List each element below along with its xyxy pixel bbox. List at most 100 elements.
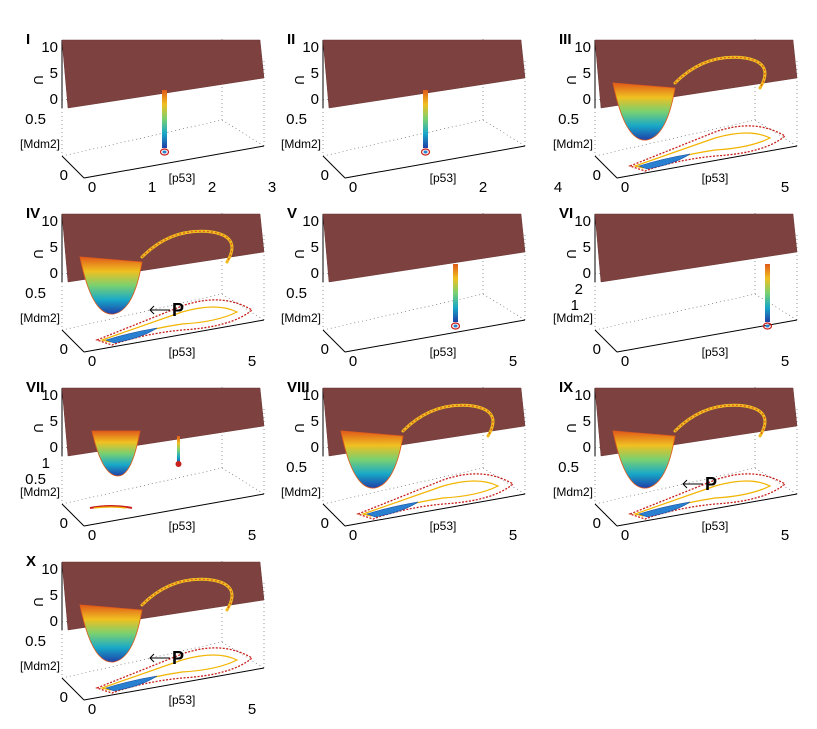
y-axis-line xyxy=(61,155,85,179)
z-axis-label: U xyxy=(292,249,307,258)
box-floor-back xyxy=(61,641,265,679)
z-tick-label: 0 xyxy=(50,439,58,456)
contour-outer xyxy=(95,299,254,346)
well-contour xyxy=(762,322,773,330)
narrow-well xyxy=(423,90,428,148)
x-tick-label: 5 xyxy=(248,527,256,544)
marker-arrow-head xyxy=(682,479,688,489)
y-axis-label: [Mdm2] xyxy=(553,311,593,325)
marker-label: P xyxy=(172,648,184,668)
ridge-valley-rim xyxy=(141,578,233,611)
contour-outer xyxy=(628,473,787,520)
x-tick-label: 5 xyxy=(509,353,517,370)
ridge-valley-rim xyxy=(674,56,766,89)
x-tick-label: 4 xyxy=(554,179,562,196)
x-axis-label: [p53] xyxy=(169,171,196,185)
z-tick-label: 0 xyxy=(311,439,319,456)
contour-inner xyxy=(638,153,691,170)
z-tick-label: 5 xyxy=(50,65,58,82)
y-axis-line xyxy=(594,503,618,527)
z-axis-label: U xyxy=(292,75,307,84)
y-tick-label: 0 xyxy=(321,341,329,358)
ridge-valley-rim xyxy=(674,404,766,437)
y-tick-label: 0.5 xyxy=(558,459,579,476)
y-tick-label: 0 xyxy=(593,341,601,358)
x-tick-label: 0 xyxy=(349,527,357,544)
x-tick-label: 0 xyxy=(88,701,96,718)
well-contour-core xyxy=(162,150,167,154)
z-tick-label: 5 xyxy=(583,239,591,256)
y-axis-line xyxy=(322,329,346,353)
y-tick-label: 0 xyxy=(321,167,329,184)
y-axis-label: [Mdm2] xyxy=(20,659,60,673)
z-axis-label: U xyxy=(31,249,46,258)
x-tick-label: 5 xyxy=(248,353,256,370)
narrow-well xyxy=(162,90,167,148)
box-floor-back xyxy=(61,293,265,331)
y-axis-label: [Mdm2] xyxy=(20,485,60,499)
z-tick-label: 5 xyxy=(583,413,591,430)
contour-outer xyxy=(95,647,254,694)
panel-label: IX xyxy=(559,379,573,396)
x-tick-label: 5 xyxy=(509,527,517,544)
x-tick-label: 0 xyxy=(349,179,357,196)
y-tick-label: 0 xyxy=(60,689,68,706)
panel-label: I xyxy=(26,31,30,48)
potential-plane xyxy=(594,213,798,283)
y-tick-label: 0 xyxy=(60,167,68,184)
z-axis-label: U xyxy=(564,75,579,84)
shallow-well xyxy=(91,430,141,477)
z-axis-label: U xyxy=(31,597,46,606)
z-tick-label: 0 xyxy=(50,613,58,630)
y-tick-label: 1 xyxy=(571,297,579,314)
z-tick-label: 5 xyxy=(311,239,319,256)
x-axis-line xyxy=(83,493,265,527)
z-tick-label: 10 xyxy=(302,387,319,404)
x-tick-label: 0 xyxy=(349,353,357,370)
panel-label: III xyxy=(559,31,572,48)
y-axis-line xyxy=(594,155,618,179)
x-axis-line xyxy=(83,145,265,179)
basin-well xyxy=(340,430,404,489)
x-tick-label: 0 xyxy=(621,353,629,370)
z-axis-label: U xyxy=(292,423,307,432)
ridge-valley-rim xyxy=(402,404,494,437)
well-contour-core xyxy=(423,150,428,154)
y-tick-label: 0 xyxy=(60,515,68,532)
box-floor-back xyxy=(322,467,526,505)
x-axis-line xyxy=(83,319,265,353)
basin-well xyxy=(612,82,676,141)
z-tick-label: 0 xyxy=(50,265,58,282)
potential-plane xyxy=(322,213,526,283)
box-floor-back xyxy=(322,293,526,331)
contour-inner xyxy=(366,501,419,518)
z-tick-label: 10 xyxy=(41,213,58,230)
ridge-valley-rim xyxy=(141,230,233,263)
y-tick-label: 0.5 xyxy=(25,633,46,650)
box-floor-back xyxy=(594,119,798,157)
z-axis-label: U xyxy=(31,75,46,84)
x-tick-label: 0 xyxy=(621,179,629,196)
panel-label: V xyxy=(287,205,297,222)
y-tick-label: 0 xyxy=(593,515,601,532)
y-axis-label: [Mdm2] xyxy=(553,485,593,499)
z-tick-label: 5 xyxy=(50,587,58,604)
panel-label: VIII xyxy=(287,379,310,396)
y-tick-label: 0.5 xyxy=(25,471,46,488)
basin-well xyxy=(612,430,676,489)
z-axis-label: U xyxy=(564,249,579,258)
z-tick-label: 10 xyxy=(41,387,58,404)
z-tick-label: 10 xyxy=(302,39,319,56)
basin-well xyxy=(79,256,143,315)
panel-label: VII xyxy=(26,379,44,396)
z-tick-label: 0 xyxy=(583,439,591,456)
z-tick-label: 0 xyxy=(583,265,591,282)
well-contour xyxy=(420,148,431,156)
z-tick-label: 10 xyxy=(41,39,58,56)
x-tick-label: 0 xyxy=(88,353,96,370)
z-tick-label: 0 xyxy=(583,91,591,108)
